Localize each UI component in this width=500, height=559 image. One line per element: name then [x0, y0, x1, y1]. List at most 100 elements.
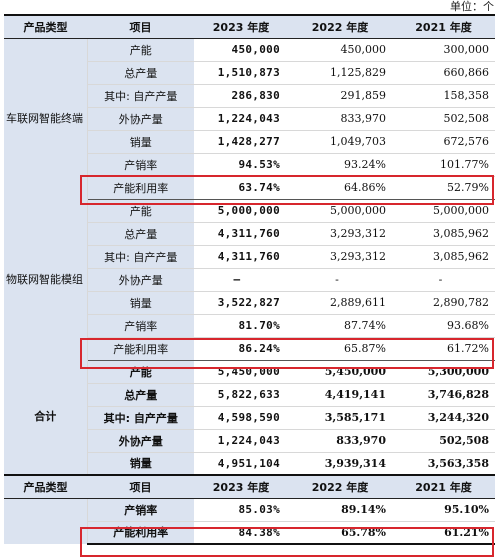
table-row: 车联网智能终端 产能 450,000 450,000 300,000: [4, 38, 495, 199]
item-cell: 产能利用率: [87, 337, 194, 361]
value-2023: 5,822,633: [194, 383, 288, 407]
value-2022: 3,939,314: [288, 452, 392, 476]
value-2021: 101.77%: [392, 153, 495, 177]
item-cell: 产能: [87, 199, 194, 223]
value-2021: 3,563,358: [392, 452, 495, 476]
item-cell: 总产量: [87, 383, 194, 407]
value-2022: 2,889,611: [288, 291, 392, 315]
header-item: 项目: [87, 474, 194, 499]
value-2022: 291,859: [288, 84, 392, 108]
value-2021: 502,508: [392, 107, 495, 131]
value-2023: 286,830: [194, 84, 288, 108]
value-2022: 93.24%: [288, 153, 392, 177]
table-row: 总产量 4,311,760 3,293,312 3,085,962: [4, 222, 495, 246]
value-2021: 5,300,000: [392, 360, 495, 384]
value-2021: 672,576: [392, 130, 495, 154]
value-2022: 4,419,141: [288, 383, 392, 407]
table-row: 外协产量 1,224,043 833,970 502,508: [4, 429, 495, 453]
item-cell: 外协产量: [87, 429, 194, 453]
item-cell: 销量: [87, 452, 194, 476]
value-2021: 3,244,320: [392, 406, 495, 430]
table-row: 总产量 1,510,873 1,125,829 660,866: [4, 61, 495, 85]
value-2023: 4,311,760: [194, 222, 288, 246]
header-category: 产品类型: [4, 14, 87, 39]
value-2023: 86.24%: [194, 337, 288, 361]
table-row: 销量 3,522,827 2,889,611 2,890,782: [4, 291, 495, 315]
value-2022: 1,125,829: [288, 61, 392, 85]
item-cell: 销量: [87, 130, 194, 154]
value-2021: 2,890,782: [392, 291, 495, 315]
value-2023: 84.38%: [194, 521, 288, 545]
value-2022: 833,970: [288, 429, 392, 453]
value-2023: 5,000,000: [194, 199, 288, 223]
table-row: 总产量 5,822,633 4,419,141 3,746,828: [4, 383, 495, 407]
header-2023: 2023 年度: [194, 14, 288, 39]
table-row: 产能利用率 84.38% 65.78% 61.21%: [4, 521, 495, 545]
value-2022: 64.86%: [288, 176, 392, 200]
table-row: 合计 产能 5,450,000 5,450,000 5,300,000: [4, 360, 495, 475]
header-2021: 2021 年度: [392, 14, 495, 39]
value-2023: 94.53%: [194, 153, 288, 177]
header-item: 项目: [87, 14, 194, 39]
category-cell: 合计: [4, 360, 88, 475]
item-cell: 其中: 自产产量: [87, 245, 194, 269]
value-2023: 1,510,873: [194, 61, 288, 85]
table-row: 产能利用率 63.74% 64.86% 52.79%: [4, 176, 495, 200]
table-row: 产销率 81.70% 87.74% 93.68%: [4, 314, 495, 338]
item-cell: 产销率: [87, 498, 194, 522]
value-2023: –: [194, 268, 288, 292]
value-2022: -: [288, 268, 392, 292]
category-cell: [4, 498, 88, 544]
table-row: 销量 1,428,277 1,049,703 672,576: [4, 130, 495, 154]
value-2022: 65.87%: [288, 337, 392, 361]
value-2022: 65.78%: [288, 521, 392, 545]
value-2023: 4,598,590: [194, 406, 288, 430]
header-2022: 2022 年度: [288, 14, 392, 39]
value-2021: 3,085,962: [392, 222, 495, 246]
value-2022: 87.74%: [288, 314, 392, 338]
value-2022: 1,049,703: [288, 130, 392, 154]
value-2022: 89.14%: [288, 498, 392, 522]
table-row: 产能利用率 86.24% 65.87% 61.72%: [4, 337, 495, 361]
table-row: 其中: 自产产量 4,598,590 3,585,171 3,244,320: [4, 406, 495, 430]
capacity-table: 产品类型 项目 2023 年度 2022 年度 2021 年度 车联网智能终端 …: [4, 14, 495, 545]
table-row: 物联网智能模组 产能 5,000,000 5,000,000 5,000,000: [4, 199, 495, 360]
table-header: 产品类型 项目 2023 年度 2022 年度 2021 年度: [4, 14, 495, 39]
table-row: 其中: 自产产量 4,311,760 3,293,312 3,085,962: [4, 245, 495, 269]
value-2022: 5,000,000: [288, 199, 392, 223]
item-cell: 总产量: [87, 222, 194, 246]
value-2021: 61.21%: [392, 521, 495, 545]
category-cell: 车联网智能终端: [4, 38, 88, 199]
item-cell: 产能利用率: [87, 176, 194, 200]
value-2023: 1,224,043: [194, 107, 288, 131]
value-2023: 3,522,827: [194, 291, 288, 315]
value-2023: 1,428,277: [194, 130, 288, 154]
value-2022: 833,970: [288, 107, 392, 131]
item-cell: 产能: [87, 38, 194, 62]
value-2021: 660,866: [392, 61, 495, 85]
item-cell: 其中: 自产产量: [87, 84, 194, 108]
category-cell: 物联网智能模组: [4, 199, 88, 360]
item-cell: 其中: 自产产量: [87, 406, 194, 430]
header-2021: 2021 年度: [392, 474, 495, 499]
value-2023: 450,000: [194, 38, 288, 62]
value-2021: 3,085,962: [392, 245, 495, 269]
value-2022: 5,450,000: [288, 360, 392, 384]
value-2023: 85.03%: [194, 498, 288, 522]
header-category: 产品类型: [4, 474, 87, 499]
header-2023: 2023 年度: [194, 474, 288, 499]
item-cell: 产能: [87, 360, 194, 384]
value-2022: 3,585,171: [288, 406, 392, 430]
item-cell: 产销率: [87, 153, 194, 177]
value-2022: 3,293,312: [288, 245, 392, 269]
item-cell: 外协产量: [87, 107, 194, 131]
value-2021: 93.68%: [392, 314, 495, 338]
item-cell: 外协产量: [87, 268, 194, 292]
table-row: 其中: 自产产量 286,830 291,859 158,358: [4, 84, 495, 108]
table-row: 产销率 85.03% 89.14% 95.10%: [4, 498, 495, 544]
value-2022: 450,000: [288, 38, 392, 62]
value-2021: 52.79%: [392, 176, 495, 200]
value-2022: 3,293,312: [288, 222, 392, 246]
value-2021: 158,358: [392, 84, 495, 108]
value-2021: 502,508: [392, 429, 495, 453]
